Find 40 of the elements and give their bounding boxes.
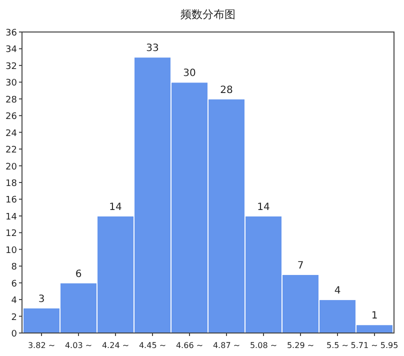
y-tick-label: 0	[11, 330, 18, 340]
data-label: 28	[220, 84, 233, 96]
chart-title: 频数分布图	[180, 8, 236, 21]
x-tick-label: 4.66 ~	[176, 341, 204, 350]
y-tick-label: 32	[6, 62, 17, 72]
x-tick-label: 5.29 ~	[286, 341, 314, 350]
data-label: 1	[371, 310, 378, 322]
y-tick-label: 34	[6, 45, 18, 56]
data-label: 6	[75, 268, 82, 280]
y-tick-label: 30	[6, 78, 18, 89]
data-label: 4	[334, 286, 341, 297]
x-tick-label: 4.24 ~	[102, 341, 130, 350]
y-tick-label: 2	[11, 312, 17, 323]
data-label: 14	[257, 202, 270, 213]
y-tick-label: 20	[6, 162, 18, 172]
y-tick-label: 36	[6, 28, 18, 38]
y-tick-label: 8	[11, 262, 18, 273]
x-tick-label: 3.82 ~	[28, 341, 56, 350]
x-tick-label: 5.71 ~ 5.95	[350, 341, 398, 350]
data-label: 3	[38, 294, 45, 305]
y-tick-label: 16	[6, 196, 18, 206]
data-label: 14	[109, 202, 122, 213]
y-tick-label: 24	[6, 128, 18, 139]
y-tick-label: 14	[6, 212, 18, 222]
y-tick-label: 12	[6, 229, 17, 240]
y-tick-label: 4	[11, 296, 18, 306]
data-label: 33	[146, 43, 159, 54]
data-label: 30	[183, 68, 196, 80]
x-tick-label: 4.45 ~	[138, 341, 166, 350]
x-tick-label: 4.87 ~	[212, 341, 240, 350]
y-tick-label: 18	[6, 179, 18, 189]
y-tick-label: 26	[6, 112, 18, 122]
data-label: 7	[297, 260, 304, 272]
x-tick-label: 5.08 ~	[250, 341, 278, 350]
y-tick-label: 28	[6, 95, 18, 106]
y-tick-label: 10	[6, 246, 18, 256]
y-tick-label: 6	[11, 279, 18, 290]
x-tick-label: 4.03 ~	[64, 341, 92, 350]
x-tick-label: 5.5 ~	[326, 341, 348, 350]
y-tick-label: 22	[6, 146, 17, 156]
